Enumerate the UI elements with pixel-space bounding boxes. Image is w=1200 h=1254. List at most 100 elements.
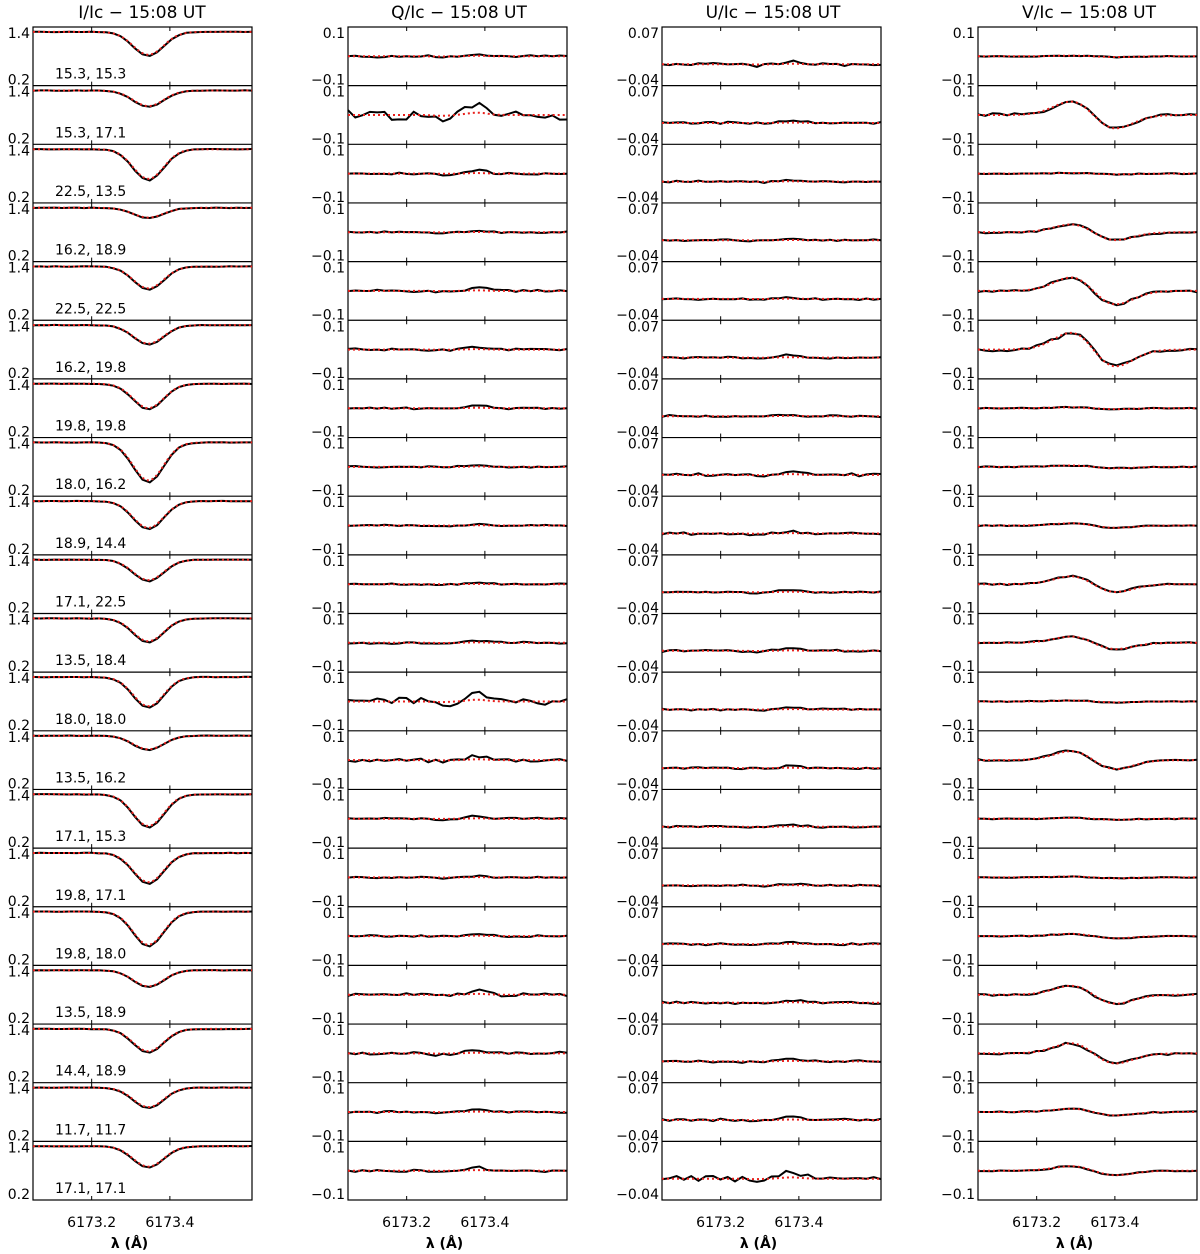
panel-i-observed-line	[32, 969, 253, 989]
panel-v-x-axis-label: λ (Å)	[1056, 1235, 1093, 1252]
panel-v-observed-line	[977, 276, 1198, 307]
panel-i-y-tick-label: 0.2	[8, 894, 30, 910]
panel-u-x-axis-label: λ (Å)	[740, 1235, 777, 1252]
panel-q-y-tick-label: 0.1	[323, 788, 345, 804]
panel-i-y-tick-label: 0.2	[8, 952, 30, 968]
panel-i-y-tick-label: 0.2	[8, 776, 30, 792]
panel-q-fit-line	[348, 111, 567, 117]
panel-v-y-tick-label: −0.1	[941, 307, 975, 323]
panel-i-y-tick-label: 1.4	[8, 1023, 30, 1039]
panel-i-fit-line	[33, 30, 252, 56]
panel-i-observed-line	[33, 148, 253, 182]
panel-u-fit-line	[662, 62, 881, 66]
panel-v-y-tick-label: 0.1	[953, 964, 975, 980]
row-label: 17.1, 17.1	[55, 1181, 126, 1197]
panel-i-observed-line	[32, 323, 253, 346]
panel-v-y-tick-label: 0.1	[953, 1140, 975, 1156]
panel-u-y-tick-label: −0.04	[616, 366, 659, 382]
panel-i-y-tick-label: 1.4	[8, 1140, 30, 1156]
row-label: 19.8, 19.8	[55, 419, 126, 435]
panel-q-y-tick-label: −0.1	[311, 894, 345, 910]
panel-q-fit-line	[348, 171, 567, 175]
panel-v-fit-line	[978, 100, 1197, 130]
panel-v-fit-line	[978, 750, 1197, 771]
panel-q-y-tick-label: 0.1	[323, 261, 345, 277]
panel-u-fit-line	[662, 1059, 881, 1063]
panel-i-y-tick-label: 0.2	[8, 366, 30, 382]
panel-q-y-tick-label: −0.1	[311, 542, 345, 558]
row-label: 18.0, 16.2	[55, 477, 126, 493]
panel-v-y-tick-label: −0.1	[941, 73, 975, 89]
panel-v-observed-line	[977, 984, 1198, 1006]
panel-i-y-tick-label: 1.4	[8, 261, 30, 277]
panel-q-y-tick-label: 0.1	[323, 554, 345, 570]
panel-q-y-tick-label: −0.1	[311, 190, 345, 206]
panel-q-observed-line	[347, 754, 568, 764]
row-label: 22.5, 13.5	[55, 184, 126, 200]
panel-v-y-tick-label: 0.1	[953, 788, 975, 804]
panel-v-y-tick-label: −0.1	[941, 366, 975, 382]
panel-u-y-tick-label: −0.04	[616, 952, 659, 968]
panel-v-y-tick-label: 0.1	[953, 26, 975, 42]
panel-q-observed-line	[347, 690, 568, 708]
panel-i-y-tick-label: 1.4	[8, 788, 30, 804]
panel-i-observed-line	[32, 499, 252, 531]
panel-i-y-tick-label: 0.2	[8, 483, 30, 499]
panel-v-y-tick-label: 0.1	[953, 378, 975, 394]
panel-i-y-tick-label: 0.2	[8, 1070, 30, 1086]
panel-q-y-tick-label: −0.1	[311, 483, 345, 499]
panel-u-observed-line	[661, 59, 882, 68]
panel-u-y-tick-label: 0.07	[628, 26, 659, 42]
panel-v-y-tick-label: 0.1	[953, 495, 975, 511]
panel-v-observed-line	[977, 1107, 1198, 1117]
panel-i-y-tick-label: 0.2	[8, 190, 30, 206]
panel-q-y-tick-label: 0.1	[323, 378, 345, 394]
panel-q-x-axis-label: λ (Å)	[426, 1235, 463, 1252]
panel-q-fit-line	[348, 1110, 567, 1114]
panel-q-y-tick-label: 0.1	[323, 143, 345, 159]
panel-i-fit-line	[33, 969, 252, 988]
panel-v-fit-line	[978, 932, 1197, 940]
panel-v-y-tick-label: 0.1	[953, 202, 975, 218]
panel-v-y-tick-label: 0.1	[953, 1023, 975, 1039]
panel-v-x-tick-label: 6173.2	[1012, 1215, 1061, 1231]
panel-u-fit-line	[662, 649, 881, 652]
panel-v-y-tick-label: −0.1	[941, 483, 975, 499]
panel-u-y-tick-label: 0.07	[628, 906, 659, 922]
panel-u-y-tick-label: 0.07	[628, 613, 659, 629]
panel-i-y-tick-label: 0.2	[8, 1011, 30, 1027]
panel-q-fit-line	[348, 641, 567, 644]
panel-i-fit-line	[33, 148, 252, 180]
panel-q-fit-line	[348, 1169, 567, 1172]
panel-q-fit-line	[348, 758, 567, 762]
panel-i-observed-line	[32, 675, 253, 709]
panel-v-fit-line	[978, 1107, 1197, 1117]
panel-q-fit-line	[348, 698, 567, 704]
panel-v-x-tick-label: 6173.4	[1090, 1215, 1139, 1231]
panel-i-y-tick-label: 0.2	[8, 659, 30, 675]
panel-i-y-tick-label: 1.4	[8, 437, 30, 453]
panel-i-y-tick-label: 1.4	[8, 730, 30, 746]
panel-q-fit-line	[348, 465, 567, 468]
panel-v-y-tick-label: 0.1	[953, 437, 975, 453]
panel-i-y-tick-label: 1.4	[8, 906, 30, 922]
panel-i-fit-line	[33, 89, 252, 108]
panel-v-y-tick-label: −0.1	[941, 952, 975, 968]
panel-u-y-tick-label: 0.07	[628, 1082, 659, 1098]
panel-v-fit-line	[978, 464, 1197, 470]
panel-u-y-tick-label: 0.07	[628, 261, 659, 277]
panel-u-x-tick-label: 6173.2	[696, 1215, 745, 1231]
panel-i-y-tick-label: 0.2	[8, 307, 30, 323]
panel-u-y-tick-label: 0.07	[628, 378, 659, 394]
panel-q-y-tick-label: −0.1	[311, 776, 345, 792]
panel-q-x-tick-label: 6173.4	[460, 1215, 509, 1231]
panel-q-y-tick-label: 0.1	[323, 437, 345, 453]
panel-i-fit-line	[33, 1027, 252, 1053]
panel-v-y-tick-label: −0.1	[941, 894, 975, 910]
panel-u-y-tick-label: 0.07	[628, 85, 659, 101]
panel-q-observed-line	[347, 101, 568, 123]
panel-i-fit-line	[33, 382, 252, 410]
panel-u-observed-line	[661, 1169, 882, 1183]
panel-v-y-tick-label: −0.1	[941, 425, 975, 441]
